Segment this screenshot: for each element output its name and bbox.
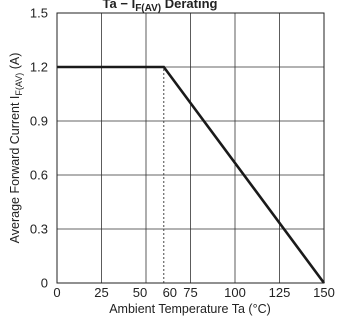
y-tick-label: 0.9 <box>30 114 48 129</box>
y-tick-label: 0.3 <box>30 222 48 237</box>
x-tick-labels: 0 25 50 60 75 100 125 150 <box>53 285 334 300</box>
x-tick-label: 60 <box>163 285 177 300</box>
x-tick-label: 150 <box>313 285 335 300</box>
grid <box>56 12 325 284</box>
x-axis-label: Ambient Temperature Ta (°C) <box>109 302 271 316</box>
x-tick-label: 0 <box>53 285 60 300</box>
x-tick-label: 50 <box>133 285 147 300</box>
plot-frame <box>56 12 325 284</box>
derating-curve <box>57 65 326 284</box>
y-tick-label: 0 <box>41 276 48 291</box>
y-tick-label: 1.2 <box>30 60 48 75</box>
x-tick-label: 100 <box>224 285 246 300</box>
y-tick-labels: 0 0.3 0.6 0.9 1.2 1.5 <box>30 6 48 291</box>
chart-title: Ta − IF(AV) Derating <box>103 0 218 14</box>
y-tick-label: 1.5 <box>30 6 48 21</box>
x-tick-label: 125 <box>269 285 291 300</box>
x-tick-label: 75 <box>183 285 197 300</box>
x-tick-label: 25 <box>94 285 108 300</box>
y-axis-label: Average Forward Current IF(AV) (A) <box>8 53 24 244</box>
series-layer <box>57 65 326 284</box>
y-tick-label: 0.6 <box>30 168 48 183</box>
